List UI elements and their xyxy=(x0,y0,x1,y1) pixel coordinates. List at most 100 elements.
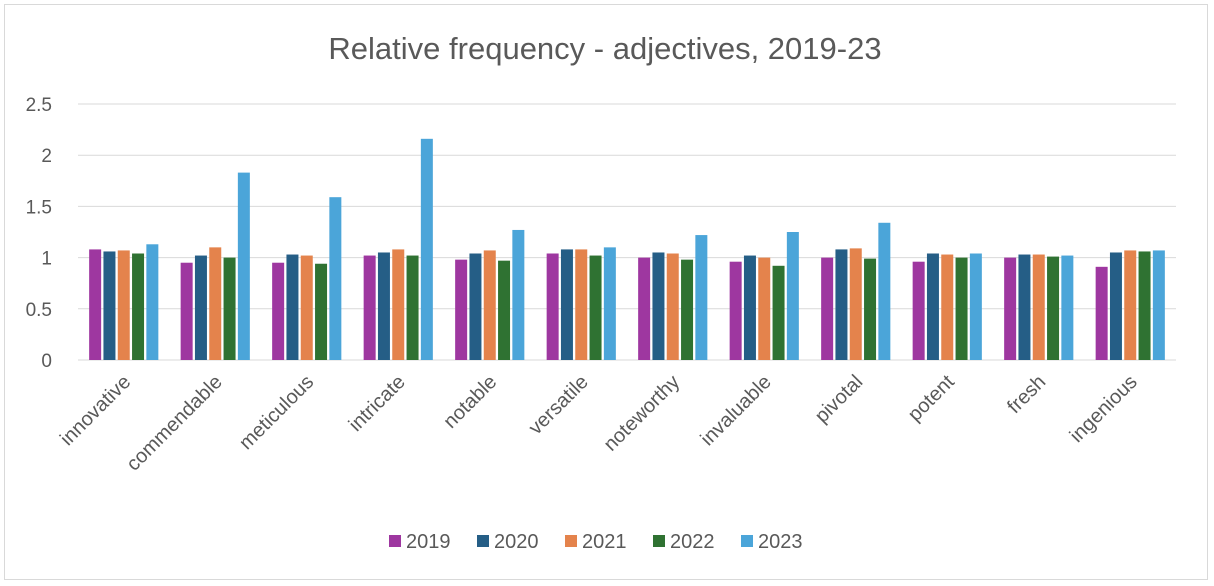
bar-potent-2019 xyxy=(912,261,925,360)
x-tick-label: pivotal xyxy=(811,371,867,427)
bar-commendable-2019 xyxy=(180,262,193,360)
bar-innovative-2023 xyxy=(146,244,159,360)
x-tick-label: notable xyxy=(439,371,501,433)
bar-noteworthy-2020 xyxy=(652,252,665,360)
x-tick-label: fresh xyxy=(1003,371,1050,418)
bar-notable-2020 xyxy=(469,253,482,360)
bar-ingenious-2020 xyxy=(1109,252,1122,360)
y-tick-label: 0 xyxy=(41,351,52,372)
bar-invaluable-2019 xyxy=(729,261,742,360)
bar-pivotal-2020 xyxy=(835,249,848,360)
legend-swatch xyxy=(653,535,665,547)
bar-noteworthy-2019 xyxy=(638,257,651,360)
x-tick-label: versatile xyxy=(525,371,593,439)
y-axis-tick-labels: 0 0.5 1 1.5 2 2.5 xyxy=(26,95,52,372)
bar-potent-2023 xyxy=(969,253,982,360)
legend-item-2021: 2021 xyxy=(565,531,627,553)
bar-versatile-2020 xyxy=(560,249,573,360)
bar-pivotal-2021 xyxy=(849,248,862,360)
legend-swatch xyxy=(477,535,489,547)
bar-notable-2021 xyxy=(483,250,496,360)
bar-pivotal-2023 xyxy=(878,222,891,360)
legend-swatch xyxy=(565,535,577,547)
bar-commendable-2020 xyxy=(194,255,207,360)
bar-meticulous-2019 xyxy=(272,262,285,360)
bar-notable-2023 xyxy=(512,229,525,360)
bar-invaluable-2020 xyxy=(743,255,756,360)
legend: 2019 2020 2021 2022 2023 xyxy=(389,531,803,553)
legend-item-2023: 2023 xyxy=(741,531,803,553)
legend-label: 2020 xyxy=(494,531,539,553)
bar-fresh-2022 xyxy=(1047,256,1060,360)
x-tick-label: commendable xyxy=(122,371,226,475)
x-tick-label: ingenious xyxy=(1066,371,1142,447)
x-tick-label: innovative xyxy=(56,371,135,450)
x-tick-label: intricate xyxy=(345,371,410,436)
legend-label: 2021 xyxy=(582,531,627,553)
y-tick-label: 1.5 xyxy=(26,197,52,218)
x-tick-label: potent xyxy=(904,371,959,426)
bar-intricate-2019 xyxy=(363,255,376,360)
bar-noteworthy-2021 xyxy=(666,253,679,360)
bar-fresh-2021 xyxy=(1032,254,1045,360)
bar-fresh-2019 xyxy=(1004,257,1017,360)
bar-versatile-2019 xyxy=(546,253,559,360)
bar-noteworthy-2022 xyxy=(681,259,694,360)
bar-invaluable-2023 xyxy=(786,232,799,360)
bar-meticulous-2020 xyxy=(286,254,299,360)
bar-ingenious-2019 xyxy=(1095,266,1108,360)
x-tick-label: invaluable xyxy=(697,371,776,450)
bar-pivotal-2022 xyxy=(864,258,877,360)
legend-label: 2022 xyxy=(670,531,715,553)
bar-innovative-2020 xyxy=(103,251,116,360)
bar-ingenious-2022 xyxy=(1138,251,1151,360)
bar-pivotal-2019 xyxy=(821,257,834,360)
bar-notable-2019 xyxy=(455,259,468,360)
x-tick-label: noteworthy xyxy=(600,371,685,456)
legend-item-2019: 2019 xyxy=(389,531,451,553)
bar-invaluable-2021 xyxy=(758,257,771,360)
bar-intricate-2022 xyxy=(406,255,419,360)
bar-intricate-2021 xyxy=(392,249,405,360)
bar-innovative-2022 xyxy=(132,253,145,360)
bar-versatile-2021 xyxy=(575,249,588,360)
bar-innovative-2021 xyxy=(117,250,130,360)
bar-invaluable-2022 xyxy=(772,265,785,360)
bar-versatile-2022 xyxy=(589,255,602,360)
bar-potent-2022 xyxy=(955,257,968,360)
y-tick-label: 2 xyxy=(41,146,52,167)
bar-intricate-2023 xyxy=(420,138,433,360)
y-tick-label: 0.5 xyxy=(26,300,52,321)
legend-item-2020: 2020 xyxy=(477,531,539,553)
bar-fresh-2020 xyxy=(1018,254,1031,360)
bar-ingenious-2023 xyxy=(1152,250,1165,360)
bar-ingenious-2021 xyxy=(1124,250,1137,360)
gridlines xyxy=(78,103,1176,361)
bar-meticulous-2021 xyxy=(300,255,313,360)
legend-label: 2019 xyxy=(406,531,451,553)
legend-item-2022: 2022 xyxy=(653,531,715,553)
bar-intricate-2020 xyxy=(377,252,390,360)
bar-potent-2020 xyxy=(926,253,939,360)
bar-fresh-2023 xyxy=(1061,255,1074,360)
legend-swatch xyxy=(741,535,753,547)
bar-commendable-2022 xyxy=(223,257,236,360)
bar-meticulous-2023 xyxy=(329,197,342,360)
x-tick-label: meticulous xyxy=(235,371,318,454)
bar-innovative-2019 xyxy=(89,249,102,360)
y-tick-label: 2.5 xyxy=(26,95,52,116)
bar-potent-2021 xyxy=(941,254,954,360)
bar-noteworthy-2023 xyxy=(695,235,708,360)
chart-title: Relative frequency - adjectives, 2019-23 xyxy=(328,31,881,66)
bars xyxy=(89,138,1165,360)
bar-commendable-2021 xyxy=(209,247,222,360)
legend-label: 2023 xyxy=(758,531,803,553)
bar-commendable-2023 xyxy=(237,172,250,360)
y-tick-label: 1 xyxy=(41,249,52,270)
bar-meticulous-2022 xyxy=(315,263,328,360)
legend-swatch xyxy=(389,535,401,547)
bar-notable-2022 xyxy=(498,260,511,360)
bar-versatile-2023 xyxy=(603,247,616,360)
